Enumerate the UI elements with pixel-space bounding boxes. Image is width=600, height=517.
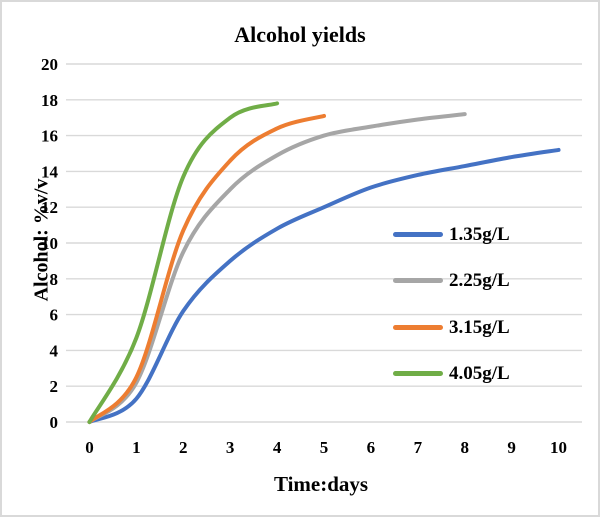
y-tick-label: 12 [41, 198, 58, 217]
legend-line-swatch [393, 278, 443, 284]
legend-line-swatch [393, 231, 443, 237]
series-line-2.25g/L [87, 112, 467, 424]
legend: 1.35g/L 2.25g/L 3.15g/L 4.05g/L [393, 211, 510, 397]
x-tick-label: 9 [507, 438, 516, 457]
legend-item: 1.35g/L [393, 211, 510, 258]
y-tick-label: 14 [41, 162, 59, 181]
legend-label: 2.25g/L [449, 270, 510, 292]
y-tick-label: 10 [41, 234, 58, 253]
x-tick-label: 5 [320, 438, 329, 457]
y-tick-label: 18 [41, 91, 58, 110]
x-tick-label: 7 [414, 438, 423, 457]
legend-item: 3.15g/L [393, 304, 510, 351]
x-tick-label: 10 [550, 438, 567, 457]
x-axis-title: Time:days [273, 472, 369, 496]
x-tick-label: 0 [85, 438, 94, 457]
series-line-1.35g/L [87, 147, 561, 424]
y-axis-title: Alcohol: %v/v [30, 178, 53, 302]
y-tick-label: 6 [50, 306, 59, 325]
legend-item: 4.05g/L [393, 351, 510, 398]
series-line-3.15g/L [87, 113, 326, 424]
y-tick-label: 20 [41, 55, 58, 74]
x-tick-label: 4 [273, 438, 282, 457]
y-tick-label: 16 [41, 127, 58, 146]
legend-label: 1.35g/L [449, 223, 510, 245]
y-tick-label: 0 [50, 413, 59, 432]
y-tick-label: 4 [50, 341, 59, 360]
chart-title: Alcohol yields [234, 22, 366, 47]
x-tick-label: 2 [179, 438, 188, 457]
series-line-4.05g/L [87, 101, 280, 424]
y-tick-label: 2 [50, 377, 59, 396]
legend-label: 4.05g/L [449, 363, 510, 385]
legend-label: 3.15g/L [449, 316, 510, 338]
y-tick-label: 8 [50, 270, 59, 289]
x-tick-label: 8 [460, 438, 469, 457]
x-tick-label: 6 [367, 438, 376, 457]
legend-item: 2.25g/L [393, 258, 510, 305]
legend-line-swatch [393, 324, 443, 330]
x-tick-label: 1 [132, 438, 141, 457]
x-tick-label: 3 [226, 438, 235, 457]
legend-line-swatch [393, 371, 443, 377]
